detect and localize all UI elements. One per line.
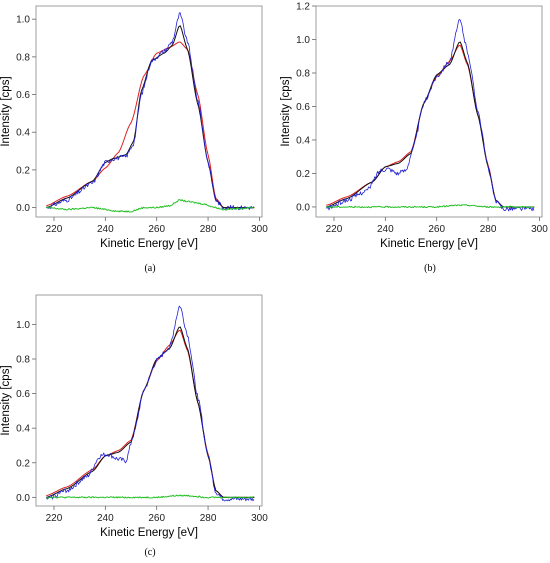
x-axis-label: Kinetic Energy [eV] bbox=[100, 527, 198, 539]
plot-frame bbox=[35, 5, 263, 218]
x-axis-label: Kinetic Energy [eV] bbox=[100, 238, 198, 250]
series-line bbox=[326, 44, 535, 208]
x-tick-label: 280 bbox=[480, 224, 497, 235]
y-tick-label: 0.8 bbox=[16, 52, 30, 63]
caption-a: (a) bbox=[144, 263, 156, 274]
series-line bbox=[46, 25, 255, 209]
y-axis-label: Intensity [cps] bbox=[0, 365, 12, 435]
series-line bbox=[45, 305, 255, 502]
chart-c-svg: 220 240 260 280 300 0.0 0.2 0.4 0.6 0.8 1.0 Kinetic… bbox=[0, 294, 268, 539]
x-tick-label: 240 bbox=[97, 224, 114, 235]
series-line bbox=[46, 326, 255, 498]
y-tick-label: 1.0 bbox=[16, 320, 30, 331]
x-tick-label: 260 bbox=[148, 513, 165, 524]
y-tick-label: 0.6 bbox=[16, 389, 30, 400]
y-axis-label: Intensity [cps] bbox=[0, 76, 12, 146]
y-tick-label: 1.2 bbox=[296, 2, 310, 13]
y-tick-label: 0.0 bbox=[16, 203, 30, 214]
caption-c: (c) bbox=[144, 547, 156, 558]
y-tick-label: 0.2 bbox=[296, 169, 310, 180]
series-line bbox=[46, 329, 255, 498]
x-tick-label: 300 bbox=[251, 224, 268, 235]
x-tick-label: 240 bbox=[377, 224, 394, 235]
series-line bbox=[325, 204, 535, 209]
y-tick-label: 0.8 bbox=[296, 68, 310, 79]
y-tick-label: 0.0 bbox=[16, 493, 30, 504]
x-tick-label: 260 bbox=[148, 224, 165, 235]
series-line bbox=[46, 494, 254, 499]
x-tick-label: 220 bbox=[46, 224, 63, 235]
y-tick-label: 0.0 bbox=[296, 202, 310, 213]
chart-panel-c: 220 240 260 280 300 0.0 0.2 0.4 0.6 0.8 1.0 Kinetic… bbox=[0, 285, 270, 563]
y-tick-label: 1.0 bbox=[296, 35, 310, 46]
x-axis-label: Kinetic Energy [eV] bbox=[380, 238, 478, 250]
y-axis-label: Intensity [cps] bbox=[280, 76, 292, 146]
x-tick-label: 240 bbox=[97, 513, 114, 524]
y-tick-label: 1.0 bbox=[16, 15, 30, 26]
x-tick-label: 260 bbox=[428, 224, 445, 235]
chart-panel-b: 220 240 260 280 300 0.0 0.2 0.4 0.6 0.8 1.0 1.2 Kine… bbox=[280, 0, 550, 280]
series-line bbox=[326, 41, 535, 208]
chart-panel-a: 220 240 260 280 300 0.0 0.2 0.4 0.6 0.8 1.0 Kinetic… bbox=[0, 0, 270, 280]
x-tick-label: 280 bbox=[200, 224, 217, 235]
y-tick-label: 0.6 bbox=[296, 102, 310, 113]
y-tick-label: 0.4 bbox=[296, 135, 310, 146]
series-line bbox=[45, 12, 255, 211]
y-tick-label: 0.4 bbox=[16, 128, 30, 139]
chart-b-svg: 220 240 260 280 300 0.0 0.2 0.4 0.6 0.8 1.0 1.2 Kine… bbox=[280, 2, 548, 251]
chart-a-svg: 220 240 260 280 300 0.0 0.2 0.4 0.6 0.8 1.0 Kinetic… bbox=[0, 5, 268, 250]
y-tick-label: 0.8 bbox=[16, 354, 30, 365]
y-tick-label: 0.2 bbox=[16, 165, 30, 176]
y-tick-label: 0.2 bbox=[16, 458, 30, 469]
x-tick-label: 300 bbox=[531, 224, 548, 235]
x-tick-label: 220 bbox=[46, 513, 63, 524]
plot-frame bbox=[35, 294, 263, 507]
x-tick-label: 280 bbox=[200, 513, 217, 524]
plot-frame bbox=[315, 5, 543, 218]
caption-b: (b) bbox=[424, 263, 436, 274]
y-tick-label: 0.4 bbox=[16, 424, 30, 435]
y-tick-label: 0.6 bbox=[16, 90, 30, 101]
x-tick-label: 220 bbox=[326, 224, 343, 235]
series-line bbox=[326, 19, 535, 212]
series-line bbox=[46, 199, 255, 213]
x-tick-label: 300 bbox=[251, 513, 268, 524]
series-line bbox=[46, 41, 255, 209]
